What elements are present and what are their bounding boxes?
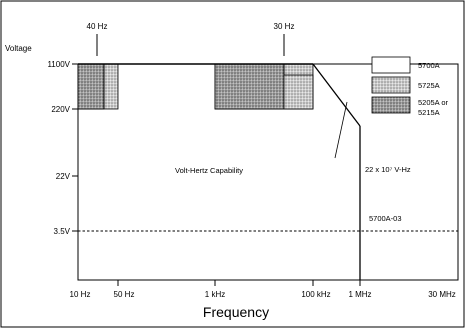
legend-swatch-5725a — [371, 76, 411, 94]
x-tick-label: 50 Hz — [114, 290, 135, 299]
vhz-leader — [334, 101, 348, 159]
legend-swatch-5205a — [371, 96, 411, 114]
x-tick-label: 1 kHz — [205, 290, 225, 299]
x-tick-label: 100 kHz — [301, 290, 330, 299]
x-tick-label: 30 MHz — [428, 290, 456, 299]
region-5205a-low — [77, 63, 105, 110]
y-ticks: 1100V 220V 22V 3.5V — [47, 60, 78, 236]
legend-label: 5215A — [418, 108, 440, 117]
legend-label: 5205A or — [418, 98, 449, 107]
y-axis-label: Voltage — [5, 44, 32, 53]
x-tick-label: 1 MHz — [348, 290, 371, 299]
y-tick-label: 22V — [56, 172, 71, 181]
legend-swatch-5700a — [371, 56, 411, 74]
x-ticks: 10 Hz 50 Hz 1 kHz 100 kHz 1 MHz 30 MHz — [70, 280, 456, 299]
chart-title: Volt-Hertz Capability — [175, 166, 243, 175]
y-tick-label: 220V — [51, 105, 70, 114]
marker-40hz: 40 Hz — [87, 22, 108, 31]
x-axis-label: Frequency — [203, 304, 269, 320]
y-tick-label: 3.5V — [54, 227, 71, 236]
marker-30hz: 30 Hz — [274, 22, 295, 31]
region-5205a-high — [214, 63, 285, 110]
x-tick-label: 10 Hz — [70, 290, 91, 299]
legend-label: 5725A — [418, 81, 440, 90]
legend: 5700A 5725A 5205A or 5215A — [371, 56, 449, 117]
vhz-limit-line — [312, 63, 361, 127]
y-tick-label: 1100V — [47, 60, 70, 69]
legend-label: 5700A — [418, 61, 440, 70]
top-markers: 40 Hz 30 Hz — [87, 22, 295, 56]
vhz-label: 22 x 10⁷ V-Hz — [365, 165, 411, 174]
region-5725a-notch — [283, 74, 314, 110]
option-03-label: 5700A-03 — [369, 214, 402, 223]
